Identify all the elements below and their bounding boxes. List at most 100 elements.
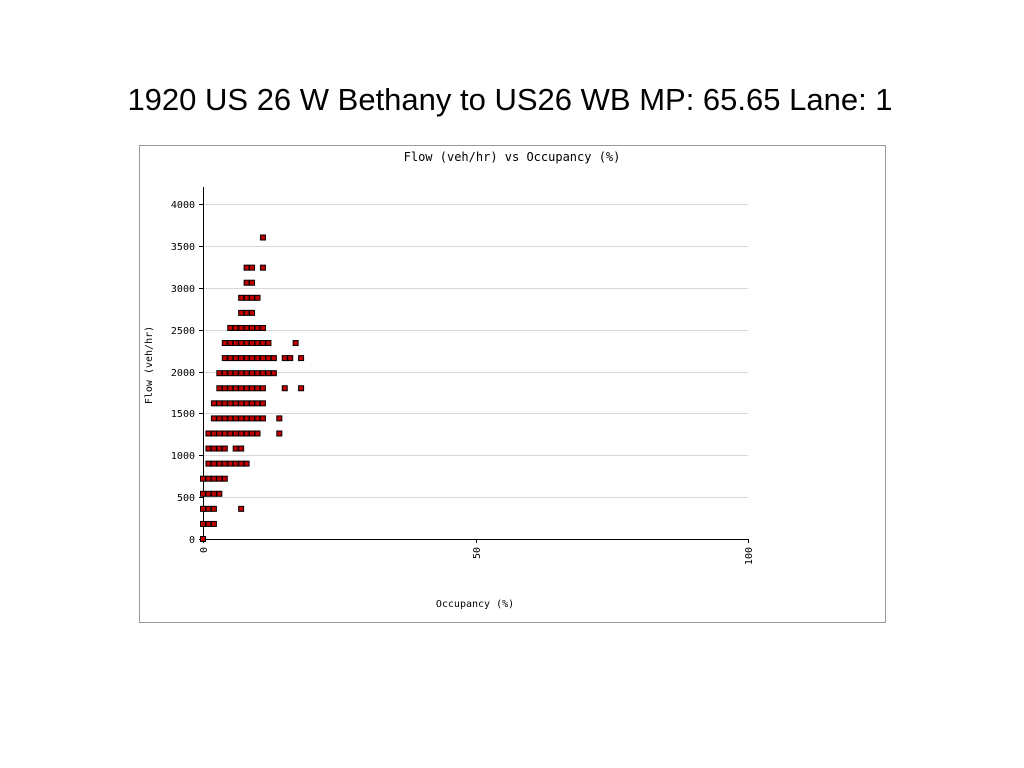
point [265,340,272,347]
point [232,430,239,437]
point [238,385,245,392]
point [221,460,228,467]
y-axis-label: Flow (veh/hr) [144,326,155,404]
point [281,385,288,392]
point [216,460,223,467]
point [232,370,239,377]
point [200,490,206,497]
point [221,385,228,392]
point [232,445,239,452]
point [276,415,283,422]
point [238,460,245,467]
point [205,490,212,497]
point [243,370,250,377]
point [227,385,234,392]
point [243,430,250,437]
point [249,430,256,437]
point [205,475,212,482]
point [238,324,245,331]
point [210,400,217,407]
point [210,475,217,482]
point [254,324,261,331]
point [254,415,261,422]
point [243,460,250,467]
point [232,324,239,331]
point [265,355,272,362]
point [238,445,245,452]
point [210,415,217,422]
point [238,355,245,362]
point [221,370,228,377]
point [210,445,217,452]
point [270,355,277,362]
point [298,385,305,392]
point [200,505,206,512]
y-tick-label: 1000 [171,451,195,462]
point [249,370,256,377]
point [259,355,266,362]
point [232,385,239,392]
point [216,415,223,422]
y-tick-label: 500 [177,493,195,504]
point [292,340,299,347]
point [205,430,212,437]
point [259,340,266,347]
point [232,340,239,347]
point [210,490,217,497]
point [259,324,266,331]
point [254,370,261,377]
point [221,430,228,437]
point [243,324,250,331]
point [265,370,272,377]
x-tick-label: 100 [744,547,755,565]
point [238,415,245,422]
point [200,475,206,482]
point [227,460,234,467]
point [287,355,294,362]
point [205,505,212,512]
point [221,340,228,347]
y-tick-label: 0 [189,535,195,546]
point [249,385,256,392]
point [210,505,217,512]
point [216,445,223,452]
point [227,370,234,377]
y-tick-label: 3000 [171,284,195,295]
point [216,370,223,377]
y-tick-label: 1500 [171,409,195,420]
point [232,460,239,467]
point [210,520,217,527]
point [221,475,228,482]
y-tick-label: 2500 [171,326,195,337]
point [221,355,228,362]
point [259,370,266,377]
point [249,415,256,422]
point [221,415,228,422]
point [227,415,234,422]
point [200,536,206,542]
point [238,400,245,407]
point [216,385,223,392]
point [205,445,212,452]
chart-frame [139,145,886,623]
point [254,400,261,407]
chart-title: Flow (veh/hr) vs Occupancy (%) [404,150,621,164]
point [243,279,250,286]
point [259,264,266,271]
point [210,460,217,467]
plot-area: 0 500 1000 1500 2000 2500 3000 3500 4000 0 50 100 [171,187,755,565]
point [243,294,250,301]
point [249,264,256,271]
point [243,415,250,422]
point [243,385,250,392]
point [216,475,223,482]
point [221,445,228,452]
point [281,355,288,362]
point [254,430,261,437]
point [205,460,212,467]
point [238,309,245,316]
point [259,400,266,407]
point [232,415,239,422]
y-tick-label: 3500 [171,242,195,253]
